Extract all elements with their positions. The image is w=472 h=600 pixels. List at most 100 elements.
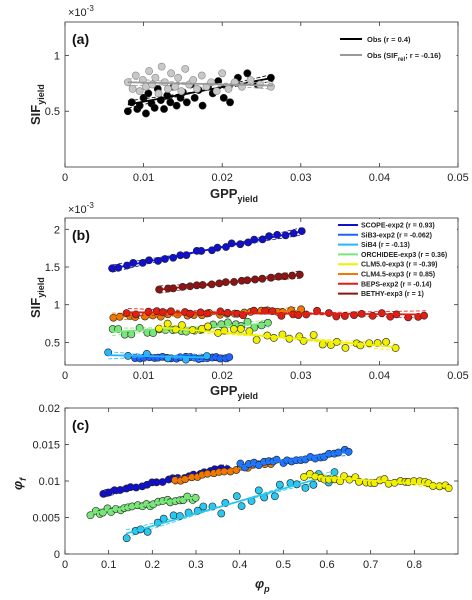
y-tick-label: 0.015 (32, 440, 60, 452)
panel-a: (a) ×10-3 GPPyield SIFyield 0 0.01 0.02 0.0… (28, 4, 469, 204)
y-tick-label: 1.5 (45, 262, 60, 274)
y-tick-label: 0.01 (39, 476, 60, 488)
data-point (224, 85, 233, 93)
panel-b-y-exponent: ×10-3 (68, 201, 94, 216)
data-point (309, 331, 318, 339)
data-point (199, 502, 208, 511)
panel-b-legend: SCOPE-exp2 (r = 0.93) SiB3-exp2 (r = -0.0… (334, 219, 457, 301)
legend-label: SiB3-exp2 (r = -0.062) (361, 232, 432, 239)
panel-b-label: (b) (72, 227, 90, 243)
legend-label: SiB4 (r = -0.13) (361, 242, 410, 249)
x-tick-label: 0.2 (145, 559, 160, 571)
fit-lower-bound (127, 310, 427, 317)
data-point (202, 352, 211, 360)
panel-a-label: (a) (72, 31, 89, 47)
data-point (160, 105, 168, 113)
data-point (150, 103, 159, 112)
fit-line (159, 326, 396, 348)
data-point (163, 319, 172, 328)
data-point (356, 341, 365, 350)
panel-b-legend-box (334, 219, 457, 301)
data-point (122, 534, 131, 543)
data-point (341, 344, 350, 352)
data-point (131, 71, 140, 80)
data-point (232, 492, 241, 501)
x-tick-label: 0.03 (290, 370, 311, 382)
fit-line (125, 472, 336, 535)
data-point (181, 64, 190, 73)
data-point (294, 311, 303, 319)
data-point (254, 486, 263, 495)
data-point (246, 76, 255, 84)
panel-c-ylabel: φf (10, 477, 28, 490)
data-point (267, 82, 275, 91)
y-tick-label: 1 (54, 300, 60, 312)
panel-c-ticks: 0 0.1 0.2 0.3 0.4 0.5 0.6 0.7 0.8 0 0.005 0.01 0.015… (32, 403, 458, 571)
x-tick-label: 0.02 (211, 172, 232, 184)
data-point (309, 480, 318, 489)
data-point (144, 89, 153, 98)
data-point (350, 311, 358, 319)
panel-a-xlabel: GPPyield (210, 186, 258, 204)
panel-b-ticks: 0 0.01 0.02 0.03 0.04 0.05 0.5 1 1.5 2 (45, 218, 469, 382)
x-tick-label: 0.4 (232, 559, 247, 571)
data-point (391, 344, 400, 352)
data-point (226, 98, 234, 107)
data-point (166, 98, 175, 107)
data-point (243, 69, 252, 78)
data-point (216, 307, 225, 316)
data-point (123, 107, 132, 116)
data-point (186, 309, 195, 318)
fit-line (91, 496, 197, 515)
panel-a-plot-area (123, 62, 275, 118)
fit-line (239, 450, 349, 468)
data-point (217, 509, 226, 518)
data-point (135, 87, 144, 96)
legend-label: CLM4.5-exp3 (r = 0.85) (361, 272, 435, 279)
data-point (145, 67, 154, 75)
x-tick-label: 0.05 (447, 172, 468, 184)
y-tick-label: 0.005 (32, 513, 60, 525)
fit-line (305, 474, 450, 488)
legend-label-obs-sifrel: Obs (SIFrel; r = -0.16) (367, 51, 441, 63)
panel-b-plot-area (104, 227, 429, 364)
x-tick-label: 0 (62, 370, 68, 382)
data-point (204, 322, 212, 331)
panel-a-ticks: 0 0.01 0.02 0.03 0.04 0.05 0.5 1 (45, 22, 469, 184)
panel-c-plot-area (86, 445, 453, 543)
x-tick-label: 0.5 (276, 559, 291, 571)
fit-line (127, 81, 274, 87)
data-point (237, 502, 246, 511)
y-tick-label: 0.5 (45, 337, 60, 349)
data-point (104, 348, 113, 357)
legend-label: BEPS-exp2 (r = -0.14) (361, 281, 432, 288)
x-tick-label: 0.04 (369, 172, 390, 184)
x-tick-label: 0.8 (407, 559, 422, 571)
data-point (172, 101, 181, 110)
data-point (219, 93, 228, 102)
data-point (193, 85, 201, 93)
data-point (301, 483, 310, 492)
data-point (382, 338, 390, 346)
x-tick-label: 0.03 (290, 172, 311, 184)
y-tick-label: 0.02 (39, 403, 60, 415)
data-point (212, 87, 221, 96)
data-point (109, 313, 118, 322)
data-point (218, 69, 227, 78)
data-point (155, 324, 163, 333)
fit-upper-bound (127, 308, 427, 319)
fit-line (111, 230, 301, 270)
data-point (225, 353, 234, 362)
x-tick-label: 0.7 (363, 559, 378, 571)
x-tick-label: 0.04 (369, 370, 390, 382)
data-point (151, 73, 160, 82)
panel-a-legend-box (332, 29, 457, 65)
fit-line (127, 311, 427, 316)
panel-c-xlabel: φp (255, 576, 270, 594)
data-point (128, 85, 137, 93)
legend-label: BETHY-exp3 (r = 1) (361, 291, 424, 298)
legend-label: ORCHIDEE-exp3 (r = 0.36) (361, 252, 447, 259)
x-tick-label: 0.02 (211, 370, 232, 382)
data-point (143, 527, 152, 536)
y-tick-label: 1 (54, 50, 60, 62)
